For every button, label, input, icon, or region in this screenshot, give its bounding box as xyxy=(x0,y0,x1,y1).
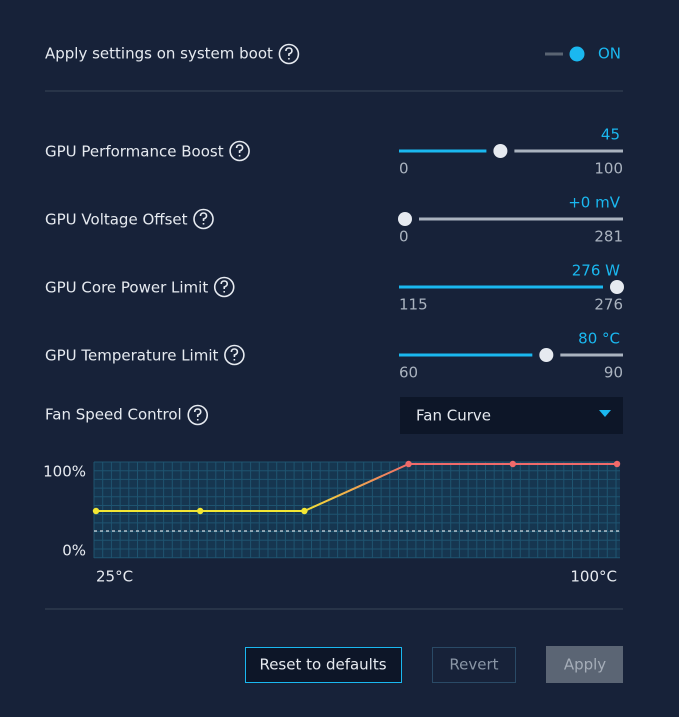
slider-min: 0 xyxy=(399,160,409,178)
help-icon[interactable] xyxy=(229,140,250,162)
help-glyph xyxy=(235,144,244,157)
slider-value: 45 xyxy=(601,126,620,144)
fan-curve-point[interactable] xyxy=(509,460,516,468)
slider-label: GPU Core Power Limit xyxy=(45,279,208,297)
toggle-knob[interactable] xyxy=(569,46,585,62)
revert-label: Revert xyxy=(449,656,498,674)
slider-knob[interactable] xyxy=(493,144,508,158)
slider-min: 60 xyxy=(399,364,418,382)
help-icon[interactable] xyxy=(213,276,235,298)
dropdown-value: Fan Curve xyxy=(416,407,491,425)
boot-label: Apply settings on system boot xyxy=(45,45,273,63)
toggle-state: ON xyxy=(598,45,621,63)
slider-knob[interactable] xyxy=(610,280,624,294)
slider-value: 80 °C xyxy=(578,330,620,348)
help-glyph xyxy=(285,47,293,60)
slider-label: GPU Voltage Offset xyxy=(45,211,188,229)
reset-button[interactable] xyxy=(245,647,402,683)
help-glyph xyxy=(220,280,229,293)
fan-curve-point[interactable] xyxy=(613,460,621,468)
help-icon[interactable] xyxy=(278,43,300,65)
apply-button[interactable] xyxy=(546,646,623,683)
fan-label: Fan Speed Control xyxy=(45,406,182,424)
reset-label: Reset to defaults xyxy=(259,656,386,674)
slider-label: GPU Performance Boost xyxy=(45,143,224,161)
help-icon[interactable] xyxy=(193,208,214,230)
y-tick-label: 100% xyxy=(43,463,86,481)
slider-max: 281 xyxy=(594,228,623,246)
slider-min: 115 xyxy=(399,296,428,314)
x-tick-label: 25°C xyxy=(96,568,133,586)
slider-value: +0 mV xyxy=(568,194,620,212)
slider-max: 100 xyxy=(594,160,623,178)
fan-curve-point[interactable] xyxy=(301,507,308,515)
slider-value: 276 W xyxy=(572,262,620,280)
slider-label: GPU Temperature Limit xyxy=(45,347,219,365)
slider-knob[interactable] xyxy=(398,212,412,226)
fan-curve-point[interactable] xyxy=(197,507,204,515)
y-tick-label: 0% xyxy=(62,542,86,560)
help-glyph xyxy=(199,212,208,225)
help-icon[interactable] xyxy=(224,344,245,366)
help-glyph xyxy=(230,348,239,361)
slider-min: 0 xyxy=(399,228,409,246)
help-glyph xyxy=(193,408,202,421)
dropdown[interactable] xyxy=(400,397,623,434)
help-icon[interactable] xyxy=(187,404,209,426)
fan-curve-point[interactable] xyxy=(405,460,412,468)
fan-curve-line xyxy=(96,463,617,512)
slider-max: 90 xyxy=(604,364,623,382)
fan-curve-point[interactable] xyxy=(92,507,100,515)
x-tick-label: 100°C xyxy=(570,568,617,586)
slider-knob[interactable] xyxy=(539,348,554,362)
apply-label: Apply xyxy=(564,656,606,674)
slider-max: 276 xyxy=(594,296,623,314)
dropdown-arrow[interactable] xyxy=(599,410,611,417)
revert-button[interactable] xyxy=(432,647,516,683)
